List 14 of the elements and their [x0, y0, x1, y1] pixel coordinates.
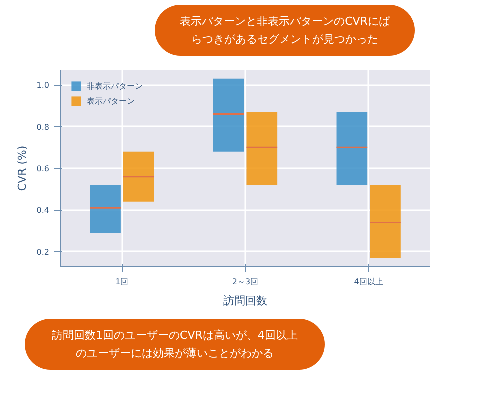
x-tick-label: 2～3回 [232, 278, 259, 287]
y-axis-title: CVR (%) [16, 146, 29, 192]
legend-label: 非表示パターン [87, 80, 143, 92]
x-tick-label: 1回 [116, 278, 129, 287]
text: 訪問回数1回のユーザーのCVRは高いが、4回以上のユーザーには効果が薄いことがわかる [25, 319, 325, 370]
y-tick-label: 0.8 [36, 122, 50, 132]
y-tick-label: 1.0 [36, 81, 50, 90]
y-tick-label: 0.4 [36, 206, 50, 216]
text: 表示パターンと非表示パターンのCVRにばらつきがあるセグメントが見つかった [155, 5, 415, 56]
x-axis-title: 訪問回数 [224, 294, 268, 308]
x-tick-label: 4回以上 [354, 278, 384, 287]
y-tick-label: 0.6 [36, 164, 50, 174]
legend-label: 表示パターン [87, 96, 135, 107]
y-tick-label: 0.2 [36, 248, 50, 258]
